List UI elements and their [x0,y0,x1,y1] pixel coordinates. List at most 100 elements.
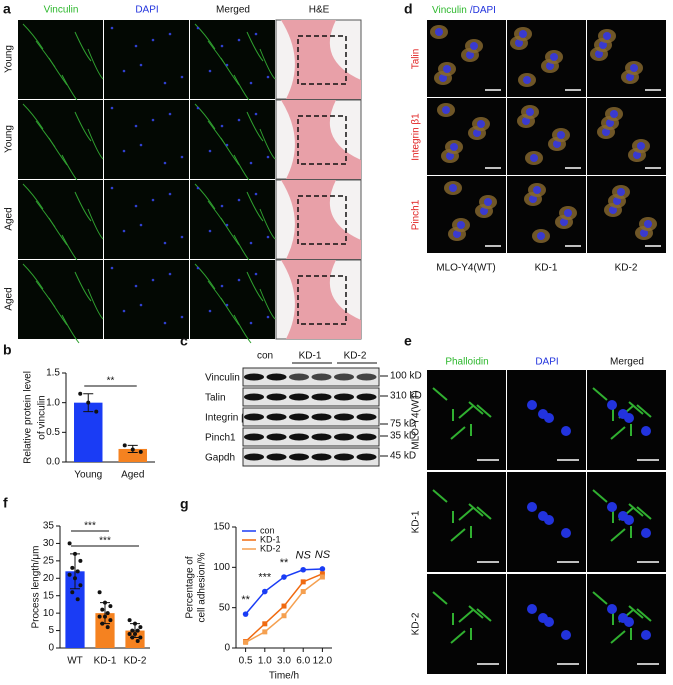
nucleus [522,117,530,125]
nucleus [446,152,454,160]
x-tick-label: WT [67,656,83,667]
data-point [108,618,113,623]
lane-label: con [257,351,273,362]
nucleus [266,315,270,319]
nucleus [550,53,558,61]
fiber [48,57,68,86]
fiber [87,208,104,240]
fiber [194,183,216,210]
actin [450,426,466,440]
nucleus [237,198,241,202]
panel-letter: c [180,333,188,349]
nucleus [435,28,443,36]
nucleus [453,230,461,238]
column-header: Vinculin [44,5,79,16]
band [334,393,354,401]
nucleus [237,38,241,42]
panel-letter: d [404,1,413,17]
nucleus [254,192,258,196]
data-point [70,590,75,595]
row-label: Pinch1 [411,199,422,230]
data-point [130,447,135,452]
significance-label: *** [84,521,96,532]
protein-label: Talin [205,393,226,404]
nucleus [602,128,610,136]
nucleus [266,155,270,159]
nucleus [527,604,537,614]
nucleus [196,26,200,30]
fiber [87,128,104,160]
nucleus [139,143,143,147]
column-header: Phalloidin [445,357,488,368]
nucleus [220,204,224,208]
data-point [67,541,72,546]
nucleus [630,64,638,72]
nucleus [208,229,212,233]
data-point [97,590,102,595]
blot-strip [242,407,380,427]
x-tick-label: 12.0 [313,656,333,667]
nucleus [449,184,457,192]
nucleus [122,309,126,313]
fiber [74,191,92,222]
band [289,393,309,401]
y-tick-label: 25 [43,555,55,566]
nucleus [546,62,554,70]
nucleus [610,110,618,118]
nucleus [561,426,571,436]
micrograph [104,20,189,99]
micrograph [18,180,103,259]
nucleus [595,50,603,58]
nucleus [527,502,537,512]
y-tick-label: 0.0 [46,457,60,468]
band [311,453,332,461]
nucleus [538,613,548,623]
nucleus [122,149,126,153]
micrograph [18,20,103,99]
actin [592,387,608,401]
actin [432,591,448,605]
nucleus [538,409,548,419]
data-point [127,632,132,637]
row-label: Aged [4,207,15,230]
column-label: KD-2 [615,263,638,274]
micrograph [18,100,103,179]
data-point [138,449,143,454]
nucleus [561,528,571,538]
nucleus [618,409,628,419]
band [244,453,264,461]
fiber [194,103,216,130]
data-point [127,618,132,623]
fiber [259,208,276,240]
band [356,453,377,461]
y-tick-label: 15 [43,590,55,601]
fiber [74,111,92,142]
micrograph [190,20,275,99]
significance-label: *** [99,536,111,547]
actin [458,507,474,521]
y-tick-label: 0.5 [46,427,60,438]
marker [243,639,249,645]
nucleus [641,630,651,640]
actin [628,503,644,517]
actin [468,503,484,517]
nucleus [168,112,172,116]
data-point [133,621,137,626]
nucleus [640,229,648,237]
bar [65,571,85,648]
nucleus [168,272,172,276]
data-point [122,443,127,448]
data-point [73,551,77,556]
fiber [220,297,240,326]
column-header: Merged [610,357,644,368]
band [356,433,377,441]
nucleus [626,73,634,81]
y-tick-label: 1.5 [46,368,60,379]
data-point [138,635,143,640]
nucleus [538,511,548,521]
nucleus [254,32,258,36]
data-point [135,628,140,633]
nucleus [180,315,184,319]
band [266,393,287,401]
panel-letter: b [3,342,12,358]
